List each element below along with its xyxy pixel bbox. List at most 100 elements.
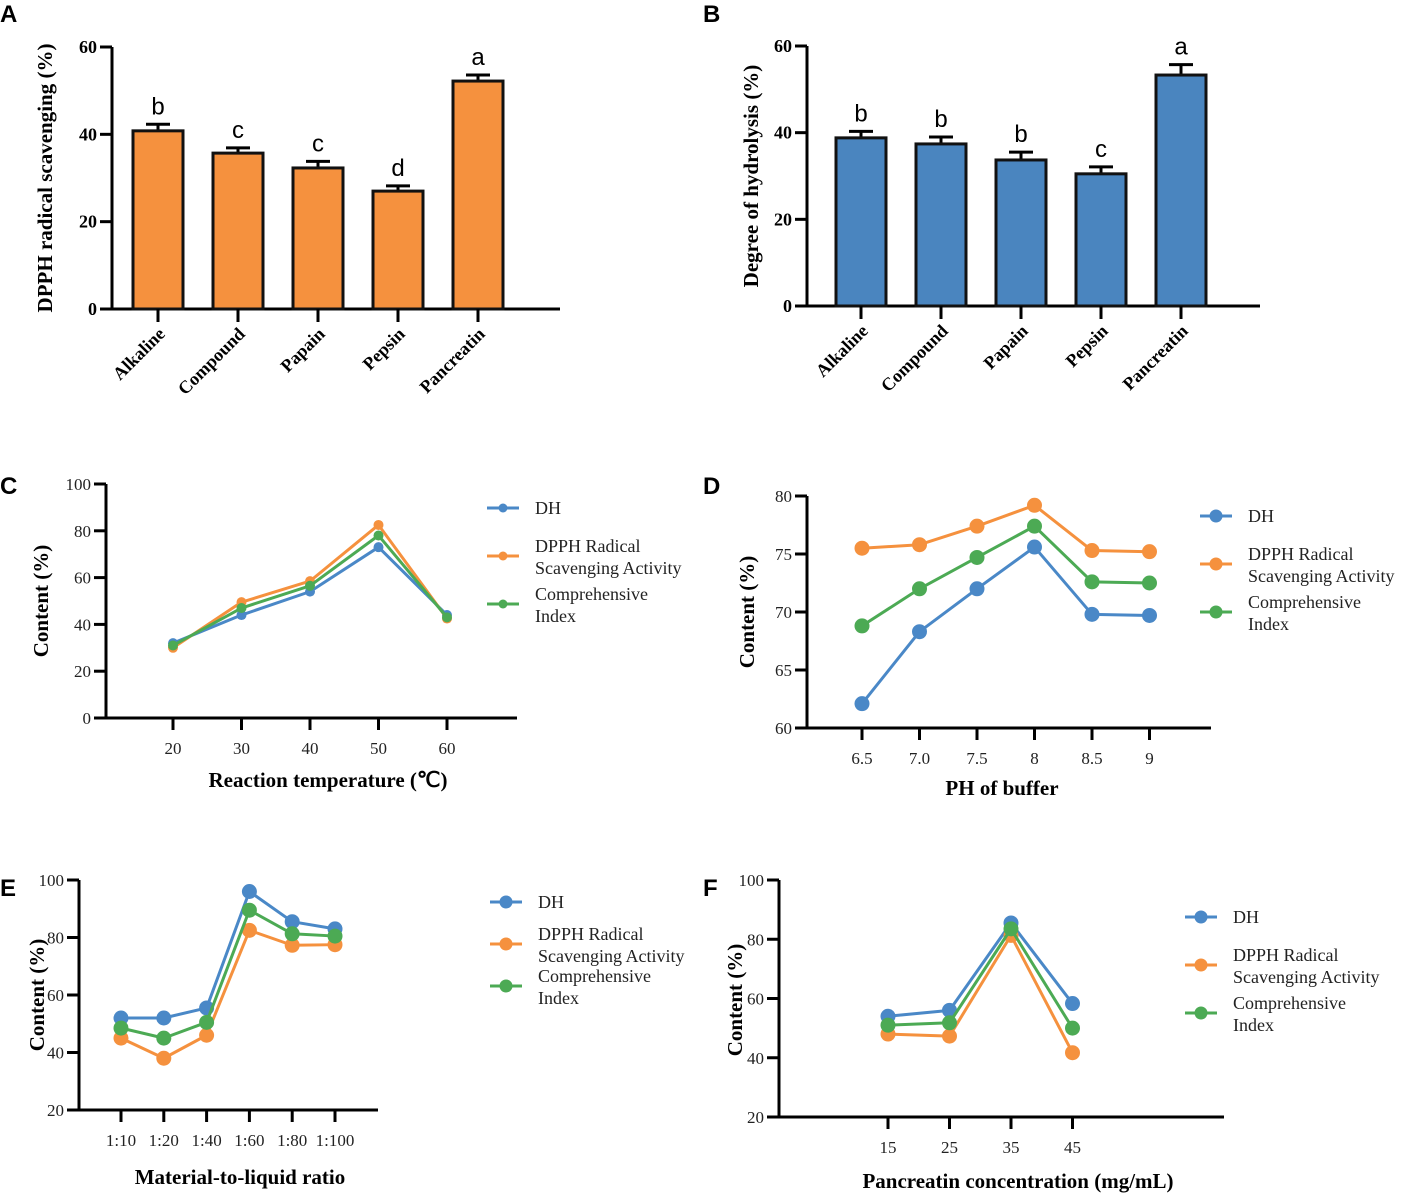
- y-tick-label: 0: [783, 296, 792, 316]
- data-point: [942, 1028, 957, 1044]
- data-point: [854, 618, 870, 634]
- x-tick-label: 30: [233, 739, 250, 758]
- data-point: [1027, 518, 1042, 534]
- series-line-dh: [887, 921, 1074, 1018]
- legend-label: Index: [1233, 1015, 1274, 1035]
- legend-marker: [499, 937, 513, 951]
- bar: [994, 158, 1048, 308]
- legend-marker: [1209, 557, 1223, 571]
- legend-label: Scavenging Activity: [538, 946, 684, 966]
- legend-label: DH: [535, 498, 561, 518]
- data-point: [284, 926, 300, 942]
- legend-label: Comprehensive: [1248, 592, 1361, 612]
- data-point: [942, 1015, 957, 1031]
- data-point: [969, 549, 985, 565]
- y-tick-label: 65: [775, 661, 792, 680]
- x-tick-label: 60: [439, 739, 456, 758]
- y-tick-label: 0: [88, 299, 97, 319]
- y-axis-label: Content (%): [735, 556, 759, 669]
- x-tick-label: 1:40: [191, 1131, 221, 1150]
- y-tick-label: 70: [775, 603, 792, 622]
- data-point: [199, 1014, 215, 1030]
- y-axis-label: Content (%): [29, 545, 53, 658]
- series-line-dpph-radical-scavenging-activity: [861, 503, 1150, 554]
- y-tick-label: 20: [774, 209, 792, 229]
- legend-label: Index: [1248, 614, 1289, 634]
- bar: [451, 79, 505, 311]
- significance-label: b: [1014, 121, 1027, 148]
- panel-letter: F: [703, 875, 718, 902]
- significance-label: b: [934, 106, 947, 133]
- y-tick-label: 60: [74, 569, 91, 588]
- bar: [1074, 172, 1128, 308]
- data-point: [854, 696, 870, 712]
- bar: [1154, 73, 1208, 308]
- y-tick-label: 60: [774, 36, 792, 56]
- x-tick-label: Pepsin: [359, 324, 409, 374]
- data-point: [284, 914, 300, 930]
- bar: [371, 189, 425, 311]
- y-tick-label: 60: [775, 719, 792, 738]
- legend-label: Scavenging Activity: [1233, 967, 1379, 987]
- significance-label: c: [232, 117, 244, 144]
- data-point: [373, 519, 384, 530]
- y-tick-label: 40: [74, 615, 91, 634]
- series-line-dh: [121, 890, 336, 1020]
- panel-b: B 0 20 40 60 Degree of hydrolysis (%) b Alkalin…: [703, 1, 1260, 396]
- data-point: [284, 937, 300, 953]
- data-point: [1027, 539, 1042, 555]
- bar: [131, 129, 185, 311]
- panel-a: A 0 20 40 60 DPPH radical scavenging (%) b Alka…: [0, 1, 560, 399]
- data-point: [113, 1020, 129, 1036]
- data-point: [236, 610, 247, 621]
- data-point: [1084, 606, 1100, 622]
- x-tick-label: 15: [880, 1138, 897, 1157]
- series-line-comprehensive-index: [861, 524, 1150, 628]
- data-point: [1084, 574, 1100, 590]
- x-tick-label: 7.0: [909, 749, 930, 768]
- y-tick-label: 80: [47, 929, 64, 948]
- legend-item: Comprehensive Index: [490, 966, 651, 1008]
- x-axis-label: Material-to-liquid ratio: [135, 1165, 346, 1189]
- panel-letter: E: [0, 875, 16, 902]
- x-tick-label: 50: [370, 739, 387, 758]
- legend-item: DH: [487, 498, 561, 518]
- legend-marker: [498, 599, 508, 609]
- data-point: [912, 537, 927, 553]
- x-tick-label: Pancreatin: [416, 324, 489, 397]
- legend-label: Index: [538, 988, 579, 1008]
- y-tick-label: 60: [47, 986, 64, 1005]
- y-axis-label: DPPH radical scavenging (%): [33, 44, 57, 313]
- bar: [291, 166, 345, 311]
- x-tick-label: 1:20: [149, 1131, 179, 1150]
- y-tick-label: 40: [747, 1049, 764, 1068]
- x-tick-label: 1:60: [234, 1131, 264, 1150]
- data-point: [241, 884, 257, 899]
- bar: [211, 151, 265, 311]
- data-point: [1084, 543, 1100, 559]
- legend-label: DPPH Radical: [538, 924, 644, 944]
- x-tick-label: 6.5: [851, 749, 872, 768]
- panel-d: D 60 65 70 75 80 Content (%) 6.5 7.0 7.5 8 8.5 9 PH o…: [703, 473, 1394, 800]
- significance-label: c: [1095, 136, 1107, 163]
- bar: [834, 136, 888, 308]
- data-point: [912, 624, 927, 640]
- legend-item: Comprehensive Index: [1185, 993, 1346, 1035]
- data-point: [156, 1010, 172, 1026]
- panel-letter: A: [0, 1, 17, 28]
- legend-label: Scavenging Activity: [1248, 566, 1394, 586]
- legend-label: Scavenging Activity: [535, 558, 681, 578]
- legend-marker: [1209, 509, 1223, 523]
- y-tick-label: 40: [79, 124, 97, 144]
- y-tick-label: 100: [66, 475, 92, 494]
- panel-f: F 20 40 60 80 100 Content (%) 15 25 35 45 Pancreati…: [703, 871, 1379, 1193]
- x-tick-label: Papain: [979, 321, 1031, 373]
- x-tick-label: Pepsin: [1062, 321, 1112, 371]
- data-point: [241, 902, 257, 918]
- legend-label: DPPH Radical: [1248, 544, 1354, 564]
- x-tick-label: 25: [941, 1138, 958, 1157]
